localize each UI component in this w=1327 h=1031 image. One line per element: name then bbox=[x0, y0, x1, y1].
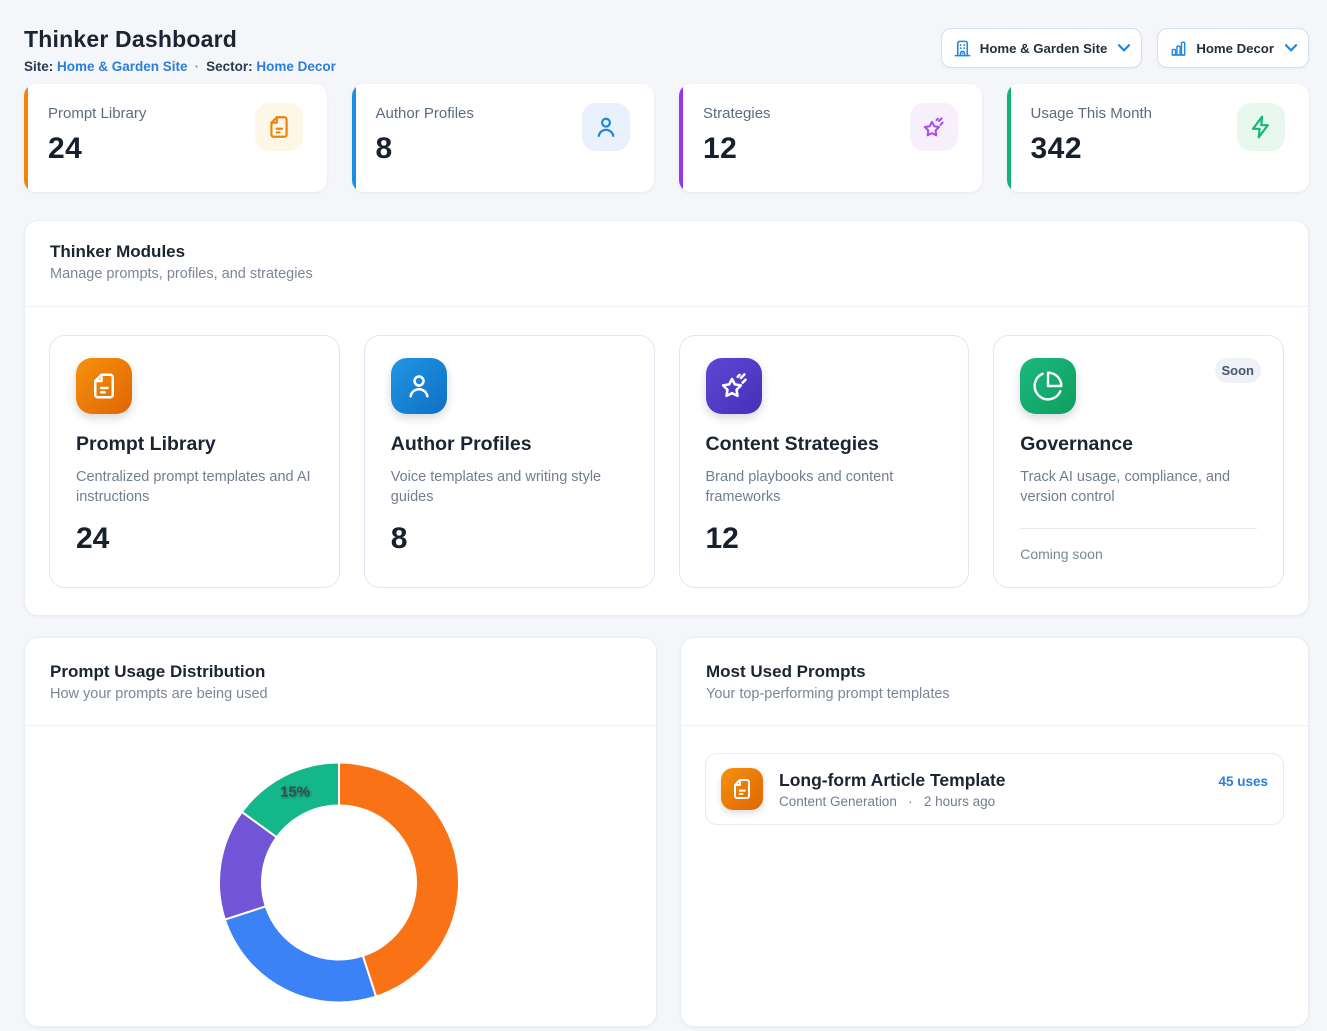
svg-text:15%: 15% bbox=[280, 784, 310, 801]
